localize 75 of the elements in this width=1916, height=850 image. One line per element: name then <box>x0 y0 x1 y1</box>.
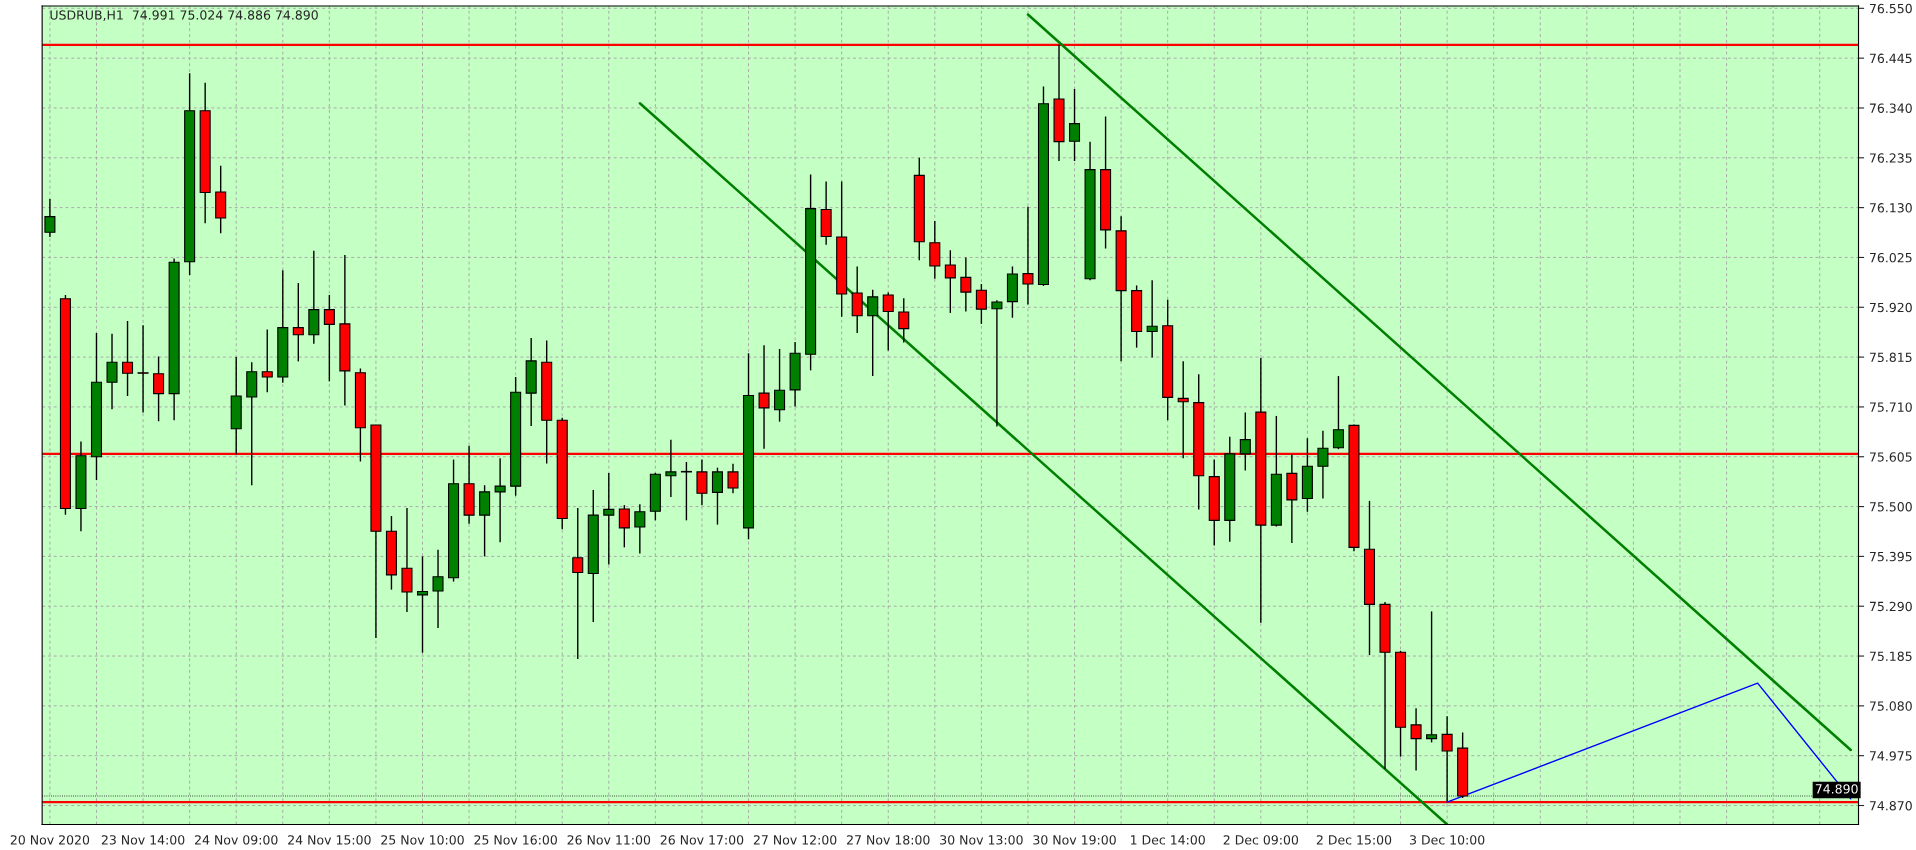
candlestick <box>1332 375 1344 450</box>
candlestick <box>898 297 910 344</box>
y-tick-label: 75.920 <box>1869 302 1912 313</box>
candlestick <box>867 289 879 377</box>
candlestick <box>929 220 941 280</box>
x-tick-label: 2 Dec 09:00 <box>1223 835 1299 845</box>
candlestick <box>323 294 335 382</box>
candlestick <box>416 555 429 654</box>
x-tick-label: 30 Nov 13:00 <box>940 835 1023 845</box>
candlestick <box>758 344 770 450</box>
x-tick-label: 3 Dec 10:00 <box>1410 835 1485 845</box>
x-tick-label: 27 Nov 12:00 <box>753 835 837 845</box>
x-tick-label: 26 Nov 11:00 <box>567 835 651 845</box>
x-tick-label: 25 Nov 16:00 <box>474 835 557 845</box>
candlestick <box>261 328 273 393</box>
candlestick <box>1410 707 1422 772</box>
x-tick-label: 24 Nov 09:00 <box>194 835 278 845</box>
x-tick-label: 25 Nov 10:00 <box>381 835 464 845</box>
candlestick <box>944 249 956 314</box>
candlestick <box>1426 610 1438 744</box>
y-tick-label: 76.550 <box>1869 3 1912 14</box>
candlestick <box>696 458 708 506</box>
y-tick-label: 75.710 <box>1869 402 1912 412</box>
candlestick <box>603 472 615 566</box>
y-tick-label: 76.340 <box>1869 103 1912 113</box>
candlestick <box>479 484 491 558</box>
candlestick <box>882 291 894 352</box>
x-tick-label: 27 Nov 18:00 <box>847 835 930 845</box>
candlestick <box>665 438 677 498</box>
y-tick-label: 75.290 <box>1869 601 1912 612</box>
ref-line-label: 74.890 <box>1815 784 1858 794</box>
candlestick <box>292 282 304 363</box>
candlestick <box>572 507 584 660</box>
candlestick <box>494 457 506 543</box>
y-tick-label: 75.815 <box>1869 352 1912 363</box>
candlestick <box>122 320 134 397</box>
chart-title: USDRUB,H1 74.991 75.024 74.886 74.890 <box>50 10 318 21</box>
x-tick-label: 1 Dec 14:00 <box>1131 835 1205 845</box>
y-tick-label: 74.975 <box>1869 751 1912 761</box>
x-tick-label: 26 Nov 17:00 <box>660 835 744 845</box>
y-tick-label: 74.870 <box>1869 800 1912 811</box>
candlestick <box>711 466 723 526</box>
y-tick-label: 76.235 <box>1869 153 1912 163</box>
candlestick <box>960 256 972 313</box>
y-tick-label: 76.025 <box>1869 252 1912 263</box>
candlestick <box>727 463 739 494</box>
x-tick-label: 2 Dec 15:00 <box>1316 835 1392 845</box>
candlestick <box>153 355 165 422</box>
candlestick <box>975 283 987 325</box>
y-tick-label: 75.185 <box>1869 651 1912 661</box>
x-tick-label: 20 Nov 2020 <box>10 835 90 845</box>
candlestick <box>1239 411 1251 472</box>
y-tick-label: 75.080 <box>1869 701 1912 711</box>
candlestick <box>851 265 863 334</box>
candlestick <box>1069 88 1081 162</box>
y-tick-label: 75.395 <box>1869 551 1912 562</box>
candlestick <box>618 504 630 549</box>
y-tick-label: 76.445 <box>1869 53 1912 64</box>
candlestick <box>1022 205 1034 306</box>
candlestick <box>774 348 786 423</box>
candlestick <box>137 324 149 414</box>
y-tick-label: 76.130 <box>1869 203 1912 213</box>
candlestick <box>991 299 1003 428</box>
y-tick-label: 75.605 <box>1869 452 1912 462</box>
candlestick <box>401 507 413 613</box>
y-tick-label: 75.500 <box>1869 502 1912 512</box>
candlestick <box>1146 279 1158 359</box>
x-tick-label: 24 Nov 15:00 <box>288 835 371 845</box>
x-tick-label: 23 Nov 14:00 <box>101 835 185 845</box>
x-tick-label: 30 Nov 19:00 <box>1033 835 1116 845</box>
candlestick <box>1317 429 1329 500</box>
candlestick <box>432 549 444 629</box>
candlestick <box>106 333 118 410</box>
candlestick <box>634 503 646 555</box>
candlestick <box>680 461 692 522</box>
